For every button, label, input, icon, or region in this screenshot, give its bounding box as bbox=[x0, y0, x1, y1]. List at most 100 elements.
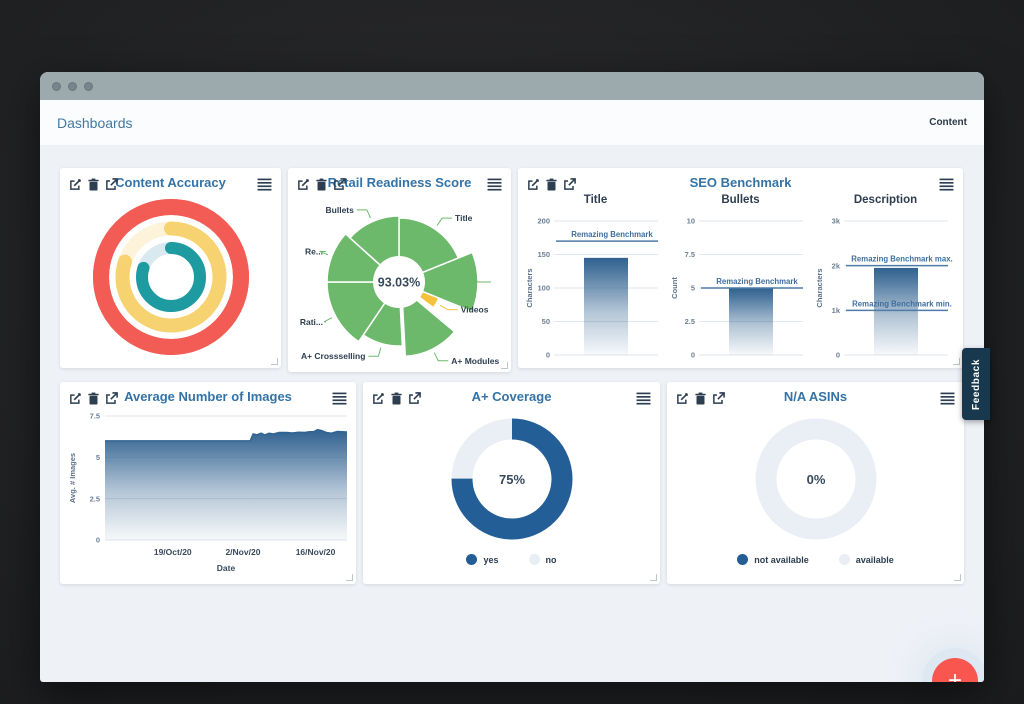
y-tick-label: 7.5 bbox=[685, 250, 695, 259]
open-external-icon[interactable] bbox=[408, 391, 421, 405]
chart-legend: not available available bbox=[667, 554, 964, 565]
trash-icon[interactable] bbox=[694, 392, 707, 405]
area-fill[interactable] bbox=[105, 429, 347, 540]
benchmark-label: Remazing Benchmark max. bbox=[851, 255, 952, 264]
edit-icon[interactable] bbox=[527, 178, 540, 191]
hamburger-menu-icon[interactable] bbox=[257, 178, 272, 191]
edit-icon[interactable] bbox=[69, 392, 82, 405]
ring-inner[interactable] bbox=[135, 242, 206, 312]
panel-title: Bullets bbox=[721, 194, 760, 206]
trash-icon[interactable] bbox=[315, 178, 328, 191]
card-resize-handle[interactable] bbox=[650, 574, 657, 581]
y-axis-label: Avg. # Images bbox=[68, 453, 77, 503]
slice-label: Videos bbox=[461, 305, 489, 315]
browser-window: Dashboards Content Content Accuracy bbox=[40, 72, 984, 682]
seo-bullets-chart[interactable]: 0 2.5 5 7.5 10 Count Remazing Benchmark bbox=[669, 209, 809, 367]
donut-center-value: 75% bbox=[498, 472, 524, 487]
open-external-icon[interactable] bbox=[712, 391, 725, 405]
label-leader-line bbox=[319, 251, 329, 256]
window-control-dot[interactable] bbox=[68, 81, 77, 91]
window-control-dot[interactable] bbox=[84, 81, 93, 91]
label-leader-line bbox=[368, 347, 382, 357]
y-tick-label: 10 bbox=[687, 217, 695, 226]
label-leader-line bbox=[323, 317, 333, 323]
trash-icon[interactable] bbox=[545, 178, 558, 191]
card-resize-handle[interactable] bbox=[954, 574, 961, 581]
donut-track[interactable] bbox=[755, 418, 876, 540]
legend-item-not-available[interactable]: not available bbox=[737, 554, 809, 565]
y-tick-label: 100 bbox=[537, 284, 550, 293]
card-resize-handle[interactable] bbox=[501, 362, 508, 369]
feedback-tab-label: Feedback bbox=[970, 358, 982, 410]
legend-dot bbox=[466, 554, 478, 565]
card-resize-handle[interactable] bbox=[346, 574, 353, 581]
edit-icon[interactable] bbox=[676, 392, 689, 405]
y-tick-label: 1k bbox=[832, 306, 841, 315]
open-external-icon[interactable] bbox=[333, 177, 346, 191]
pie-slice[interactable] bbox=[400, 285, 456, 358]
hamburger-menu-icon[interactable] bbox=[939, 178, 954, 191]
header-nav-content[interactable]: Content bbox=[929, 117, 967, 128]
card-retail-readiness: Retail Readiness Score Title Videos A+ Mod… bbox=[288, 168, 511, 372]
edit-icon[interactable] bbox=[69, 178, 82, 191]
benchmark-label: Remazing Benchmark bbox=[571, 230, 653, 239]
trash-icon[interactable] bbox=[87, 392, 100, 405]
legend-item-yes[interactable]: yes bbox=[466, 554, 499, 565]
breadcrumb-dashboards[interactable]: Dashboards bbox=[57, 114, 133, 131]
x-tick-label: 19/Oct/20 bbox=[154, 547, 192, 557]
edit-icon[interactable] bbox=[297, 178, 310, 191]
seo-title-chart[interactable]: 0 50 100 150 200 Characters Remazing Benchmark bbox=[524, 209, 664, 367]
na-asins-chart[interactable]: 0% bbox=[731, 406, 901, 552]
pie-center bbox=[373, 256, 425, 308]
card-average-images: Average Number of Images 0 2.5 5 7.5 Avg. # … bbox=[60, 382, 356, 584]
card-resize-handle[interactable] bbox=[271, 358, 278, 365]
edit-icon[interactable] bbox=[372, 392, 385, 405]
legend-dot bbox=[528, 554, 540, 565]
card-seo-benchmark: SEO Benchmark Title 0 50 100 150 200 Characte… bbox=[518, 168, 963, 368]
legend-label: no bbox=[545, 554, 557, 565]
average-images-chart[interactable]: 0 2.5 5 7.5 Avg. # Images 19/Oct/20 2/Nov/20 16… bbox=[61, 406, 355, 580]
y-tick-label: 0 bbox=[546, 351, 550, 360]
benchmark-label: Remazing Benchmark bbox=[716, 277, 798, 286]
slice-label: Rati... bbox=[300, 317, 323, 327]
open-external-icon[interactable] bbox=[105, 391, 118, 405]
y-tick-label: 3k bbox=[832, 217, 841, 226]
ring-middle[interactable] bbox=[115, 221, 226, 333]
app-header: Dashboards Content bbox=[40, 100, 984, 146]
content-accuracy-chart[interactable] bbox=[86, 192, 256, 362]
bar[interactable] bbox=[874, 267, 918, 355]
retail-readiness-chart[interactable]: Title Videos A+ Modules A+ Crossselling Rati… bbox=[289, 192, 510, 370]
card-resize-handle[interactable] bbox=[953, 358, 960, 365]
window-control-dot[interactable] bbox=[52, 81, 61, 91]
hamburger-menu-icon[interactable] bbox=[487, 178, 502, 191]
label-leader-line bbox=[439, 304, 458, 311]
legend-item-available[interactable]: available bbox=[838, 554, 894, 565]
seo-description-chart[interactable]: 0 1k 2k 3k Characters Remazing Benchmark max.… bbox=[814, 209, 954, 367]
trash-icon[interactable] bbox=[87, 178, 100, 191]
open-external-icon[interactable] bbox=[563, 177, 576, 191]
seo-panel-bullets: Bullets 0 2.5 5 7.5 10 Count Remazing Benchmar… bbox=[669, 194, 812, 372]
legend-label: yes bbox=[483, 554, 499, 565]
y-tick-label: 0 bbox=[691, 351, 695, 360]
bar[interactable] bbox=[729, 288, 773, 355]
y-tick-label: 150 bbox=[537, 250, 550, 259]
y-tick-label: 50 bbox=[542, 317, 550, 326]
open-external-icon[interactable] bbox=[105, 177, 118, 191]
legend-label: not available bbox=[754, 554, 809, 565]
hamburger-menu-icon[interactable] bbox=[940, 392, 955, 405]
pie-center-value: 93.03% bbox=[378, 276, 420, 290]
slice-label: Re... bbox=[305, 247, 323, 257]
hamburger-menu-icon[interactable] bbox=[636, 392, 651, 405]
hamburger-menu-icon[interactable] bbox=[332, 392, 347, 405]
feedback-tab[interactable]: Feedback bbox=[962, 348, 990, 420]
slice-label: A+ Crossselling bbox=[301, 351, 365, 361]
card-na-asins: N/A ASINs 0% not available available bbox=[667, 382, 964, 584]
donut-value-arc[interactable] bbox=[451, 418, 572, 540]
aplus-coverage-chart[interactable]: 75% bbox=[427, 406, 597, 552]
ring-outer[interactable] bbox=[92, 199, 249, 355]
panel-title: Description bbox=[853, 194, 918, 206]
trash-icon[interactable] bbox=[390, 392, 403, 405]
bar[interactable] bbox=[584, 257, 628, 355]
legend-item-no[interactable]: no bbox=[528, 554, 557, 565]
panel-title: Title bbox=[583, 194, 608, 206]
